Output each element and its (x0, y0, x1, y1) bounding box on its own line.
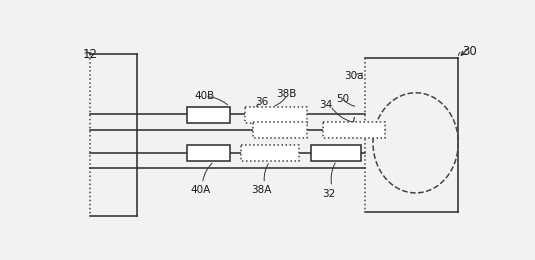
Bar (187, 145, 230, 161)
Text: 40B: 40B (195, 91, 215, 101)
Text: 38A: 38A (251, 185, 272, 195)
Text: 36: 36 (255, 97, 269, 107)
Text: 32: 32 (323, 189, 336, 199)
Text: 34: 34 (319, 101, 332, 110)
Text: 30a: 30a (345, 71, 364, 81)
Text: 38B: 38B (276, 89, 296, 99)
Bar (253, 122, 307, 138)
Text: 40A: 40A (191, 185, 211, 195)
Bar (241, 145, 300, 161)
Bar (311, 145, 361, 161)
Text: 30: 30 (462, 45, 477, 58)
Bar (323, 122, 385, 138)
Text: L: L (352, 118, 358, 127)
Text: 12: 12 (82, 48, 97, 61)
Text: 50: 50 (336, 94, 349, 104)
Bar (245, 107, 307, 123)
Bar (187, 107, 230, 123)
